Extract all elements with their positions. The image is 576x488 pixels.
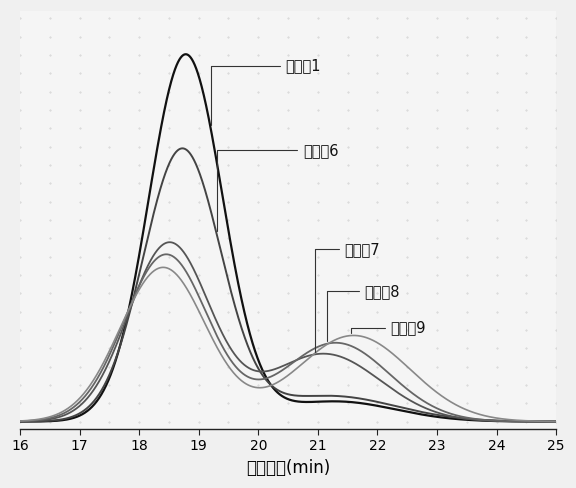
Text: 实施例9: 实施例9: [351, 321, 426, 336]
X-axis label: 流出时间(min): 流出时间(min): [246, 459, 330, 477]
Text: 实施例1: 实施例1: [211, 59, 321, 125]
Text: 实施例6: 实施例6: [217, 143, 339, 231]
Text: 实施例8: 实施例8: [327, 284, 400, 341]
Text: 实施例7: 实施例7: [315, 242, 380, 351]
